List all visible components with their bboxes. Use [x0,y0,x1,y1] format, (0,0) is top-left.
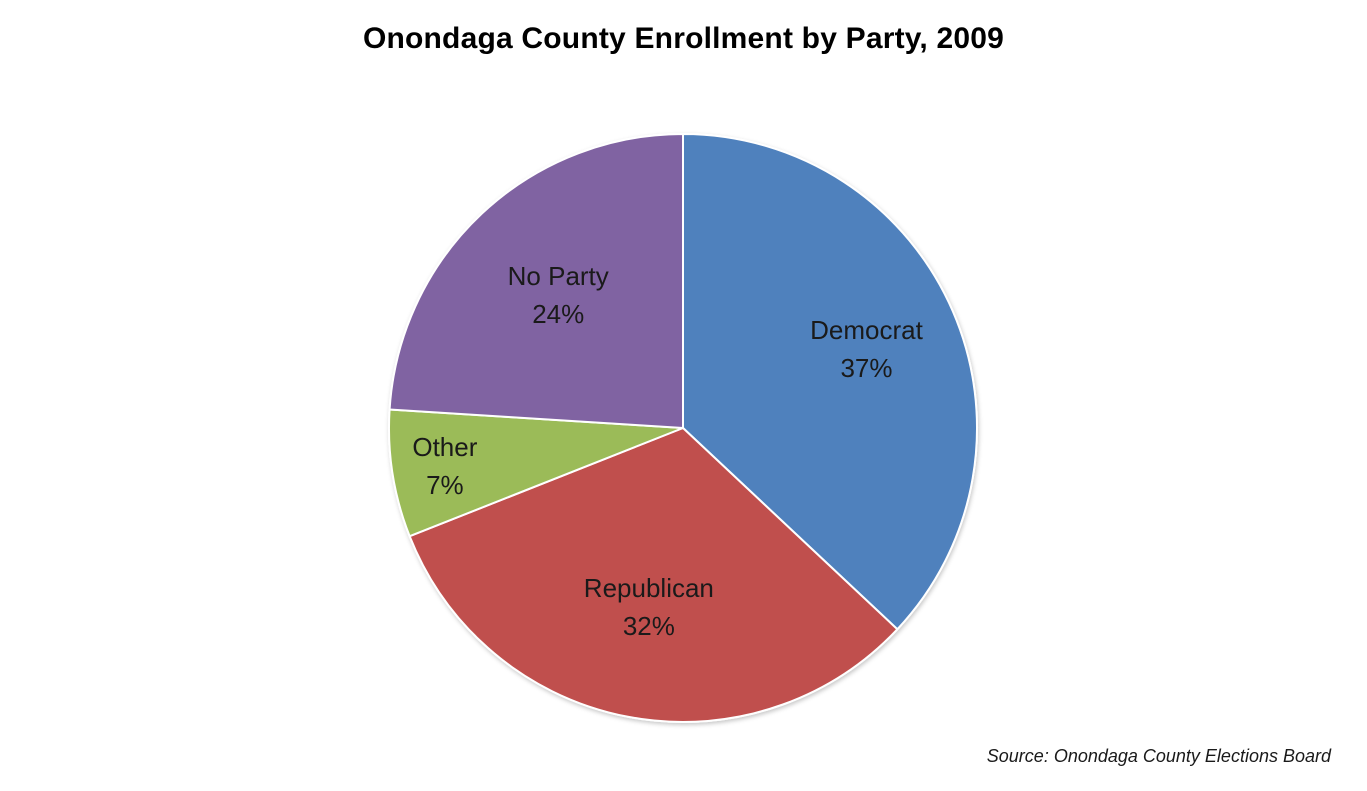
slice-label-other: Other 7% [412,428,477,504]
slice-label-value: 7% [426,469,464,500]
slice-label-name: Other [412,431,478,462]
slice-label-value: 24% [532,299,585,330]
source-note: Source: Onondaga County Elections Board [986,746,1331,766]
slice-label-name: Republican [583,573,714,604]
pie-slice-republican [408,427,899,723]
slice-label-name: No Party [507,261,609,292]
pie-slice-other [388,408,684,538]
slice-label-democrat: Democrat 37% [810,311,923,387]
chart-title: Onondaga County Enrollment by Party, 200… [362,22,1005,55]
slice-label-republican: Republican 32% [584,569,714,645]
pie-slice-democrat [682,133,978,631]
slice-label-name: Democrat [810,314,923,345]
slice-label-value: 37% [840,352,893,383]
pie-slice-no-party [388,133,684,429]
slice-label-no-party: No Party 24% [508,257,609,333]
slice-label-value: 32% [622,611,675,642]
